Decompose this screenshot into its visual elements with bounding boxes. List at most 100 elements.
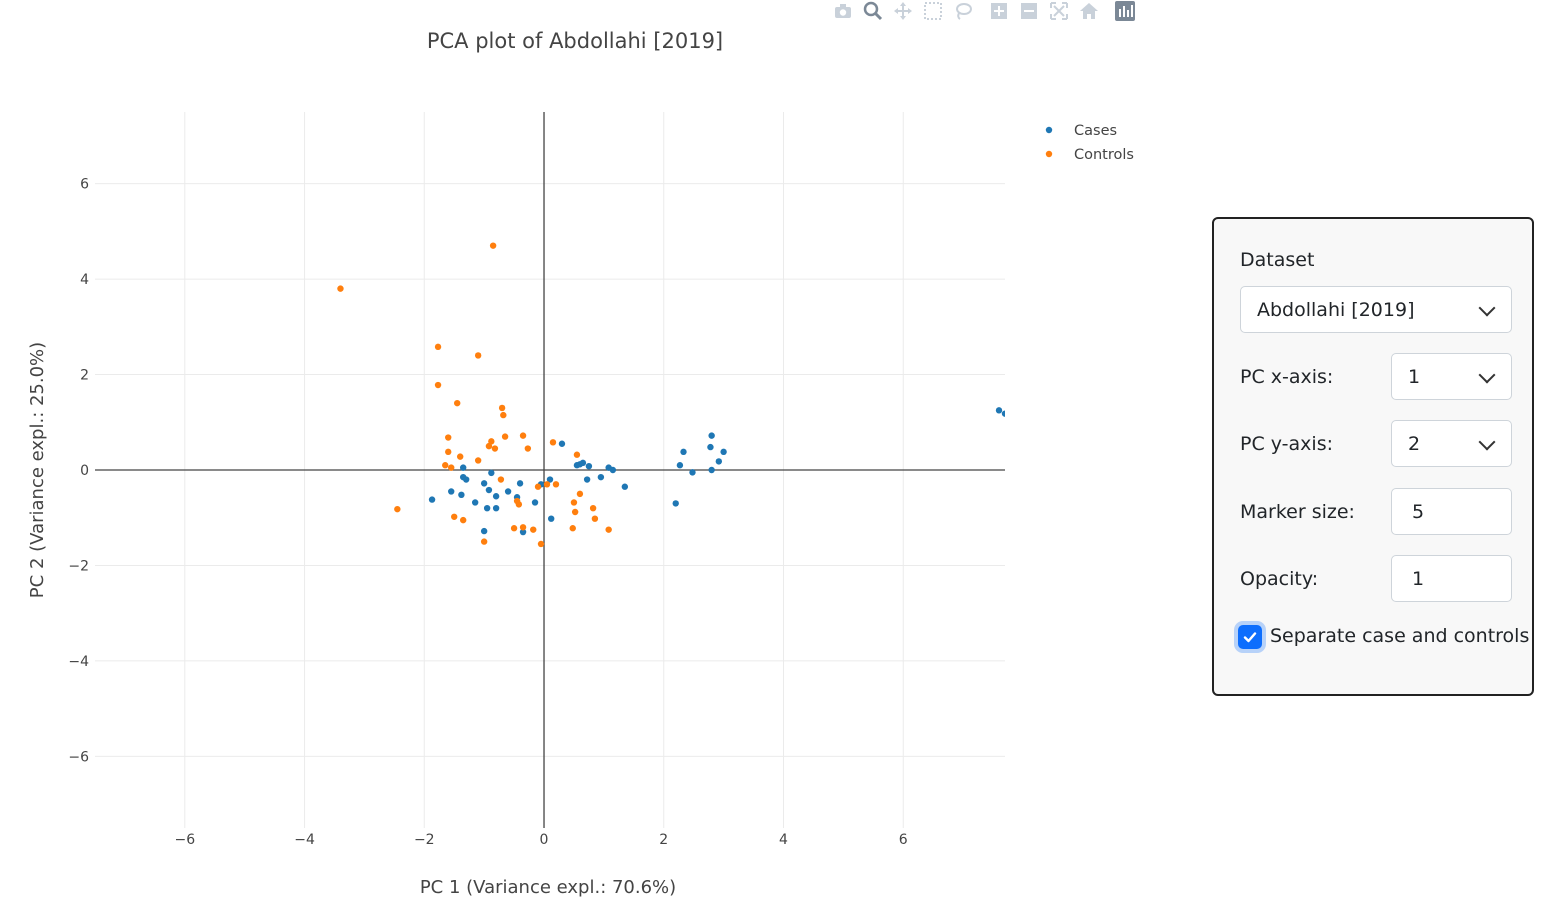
point-controls[interactable] — [605, 526, 612, 533]
zoom-icon[interactable] — [858, 0, 888, 22]
point-controls[interactable] — [515, 501, 523, 508]
point-controls[interactable] — [497, 476, 505, 483]
plotly-logo-icon[interactable] — [1110, 0, 1140, 22]
pc-x-axis-select[interactable]: 1 — [1391, 353, 1512, 400]
point-controls[interactable] — [552, 481, 560, 488]
point-cases[interactable] — [597, 473, 605, 481]
point-controls[interactable] — [589, 504, 597, 512]
point-cases[interactable] — [458, 491, 465, 499]
point-controls[interactable] — [571, 508, 579, 516]
point-controls[interactable] — [434, 381, 442, 389]
point-cases[interactable] — [492, 504, 500, 512]
point-cases[interactable] — [715, 458, 723, 465]
point-controls[interactable] — [519, 432, 527, 439]
point-controls[interactable] — [445, 434, 452, 441]
point-cases[interactable] — [531, 499, 539, 506]
zoom-in-icon[interactable] — [984, 0, 1014, 22]
point-controls[interactable] — [573, 451, 581, 458]
point-controls[interactable] — [500, 411, 507, 419]
point-cases[interactable] — [708, 432, 715, 439]
point-controls[interactable] — [474, 352, 482, 359]
point-cases[interactable] — [480, 480, 488, 487]
point-cases[interactable] — [609, 466, 617, 474]
point-controls[interactable] — [454, 399, 461, 407]
point-cases[interactable] — [488, 469, 495, 477]
autoscale-icon[interactable] — [1044, 0, 1074, 22]
point-controls[interactable] — [569, 525, 576, 532]
point-controls[interactable] — [576, 490, 584, 498]
point-cases[interactable] — [516, 480, 524, 487]
point-controls[interactable] — [434, 343, 442, 351]
point-controls[interactable] — [442, 462, 449, 469]
pc-y-axis-select[interactable]: 2 — [1391, 420, 1512, 467]
point-cases[interactable] — [583, 476, 591, 483]
point-controls[interactable] — [501, 433, 509, 440]
point-controls[interactable] — [534, 483, 542, 490]
point-controls[interactable] — [451, 513, 458, 520]
data-points[interactable] — [337, 242, 1008, 548]
point-controls[interactable] — [537, 540, 545, 548]
point-cases[interactable] — [707, 443, 714, 451]
point-controls[interactable] — [459, 516, 467, 524]
point-controls[interactable] — [543, 481, 551, 488]
legend[interactable]: Cases Controls — [1045, 123, 1134, 163]
point-cases[interactable] — [676, 462, 684, 469]
legend-item-cases[interactable]: Cases — [1045, 123, 1117, 139]
point-cases[interactable] — [680, 448, 687, 456]
point-controls[interactable] — [524, 445, 532, 452]
point-cases[interactable] — [428, 496, 436, 503]
dataset-select[interactable]: Abdollahi [2019] — [1240, 286, 1512, 333]
reset-axes-icon[interactable] — [1074, 0, 1104, 22]
point-cases[interactable] — [483, 504, 491, 512]
point-cases[interactable] — [689, 469, 696, 476]
point-cases[interactable] — [558, 440, 566, 447]
point-controls[interactable] — [445, 448, 452, 456]
box-select-icon[interactable] — [918, 0, 948, 22]
point-cases[interactable] — [585, 462, 593, 470]
point-controls[interactable] — [570, 499, 578, 506]
separate-checkbox-label[interactable]: Separate case and controls — [1270, 625, 1530, 647]
point-controls[interactable] — [498, 404, 506, 412]
point-controls[interactable] — [591, 515, 599, 522]
point-controls[interactable] — [448, 464, 455, 471]
point-controls[interactable] — [491, 445, 499, 452]
point-controls[interactable] — [337, 285, 344, 292]
point-cases[interactable] — [485, 486, 493, 494]
point-controls[interactable] — [519, 524, 527, 531]
point-cases[interactable] — [1001, 410, 1008, 417]
separate-checkbox[interactable] — [1238, 625, 1262, 649]
zoom-out-icon[interactable] — [1014, 0, 1044, 22]
lasso-select-icon[interactable] — [948, 0, 978, 22]
point-cases[interactable] — [462, 476, 470, 483]
point-cases[interactable] — [471, 499, 479, 506]
point-cases[interactable] — [708, 466, 715, 474]
legend-item-controls[interactable]: Controls — [1045, 147, 1134, 163]
camera-icon[interactable] — [828, 0, 858, 22]
pca-scatter-chart[interactable]: PCA plot of Abdollahi [2019] −6 −4 −2 0 2 4 6 … — [0, 0, 1190, 906]
point-controls[interactable] — [480, 538, 488, 545]
marker-size-input[interactable]: 5 — [1391, 488, 1512, 535]
point-controls[interactable] — [489, 242, 497, 249]
point-cases[interactable] — [492, 493, 500, 500]
point-controls[interactable] — [456, 453, 464, 460]
point-cases[interactable] — [720, 448, 727, 456]
pan-icon[interactable] — [888, 0, 918, 22]
point-controls[interactable] — [549, 439, 557, 446]
point-controls[interactable] — [394, 505, 401, 513]
point-cases[interactable] — [448, 488, 455, 495]
point-controls[interactable] — [488, 438, 495, 445]
point-cases[interactable] — [621, 483, 629, 490]
opacity-input[interactable]: 1 — [1391, 555, 1512, 602]
point-cases[interactable] — [546, 476, 554, 483]
point-controls[interactable] — [510, 525, 518, 532]
point-cases[interactable] — [519, 528, 527, 536]
point-cases[interactable] — [995, 407, 1003, 414]
point-cases[interactable] — [504, 488, 512, 495]
point-cases[interactable] — [480, 527, 488, 535]
point-cases[interactable] — [672, 500, 679, 507]
point-controls[interactable] — [530, 526, 537, 533]
point-controls[interactable] — [485, 442, 493, 450]
point-cases[interactable] — [459, 464, 467, 471]
point-controls[interactable] — [474, 457, 482, 464]
point-cases[interactable] — [579, 459, 587, 467]
